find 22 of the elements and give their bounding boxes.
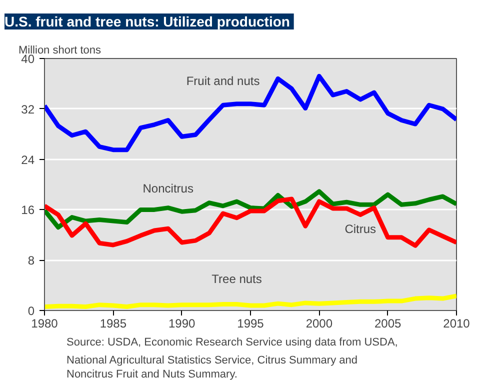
y-tick-label: 16: [21, 203, 35, 218]
series-label: Tree nuts: [212, 272, 262, 286]
x-tick-label: 1980: [31, 316, 58, 330]
line-series: [44, 196, 456, 248]
y-tick-label: 0: [28, 304, 35, 318]
y-tick-label: 40: [21, 52, 35, 66]
x-tick-label: 2000: [306, 316, 333, 330]
x-tick-label: 1990: [168, 316, 196, 330]
y-tick-label: 32: [21, 102, 35, 116]
line-series: [44, 294, 456, 309]
y-tick-label: 8: [28, 254, 35, 268]
series-label: Fruit and nuts: [186, 74, 260, 88]
line-series: [44, 74, 456, 152]
x-tick-label: 2005: [374, 316, 402, 330]
x-tick-label: 1985: [100, 316, 127, 330]
series-label: Citrus: [344, 222, 376, 236]
series-label: Noncitrus: [142, 181, 194, 196]
source-note: Source: USDA, Economic Research Service using data from USDA, National Agricultural Statistics Service, Citrus Summary and Noncitrus Fruit and Nuts Summary.: [66, 336, 398, 380]
x-tick-label: 2010: [443, 316, 470, 330]
x-tick-label: 1995: [237, 316, 264, 330]
y-tick-label: 24: [21, 152, 35, 167]
chart-title: U.S. fruit and tree nuts: Utilized production: [4, 14, 290, 30]
